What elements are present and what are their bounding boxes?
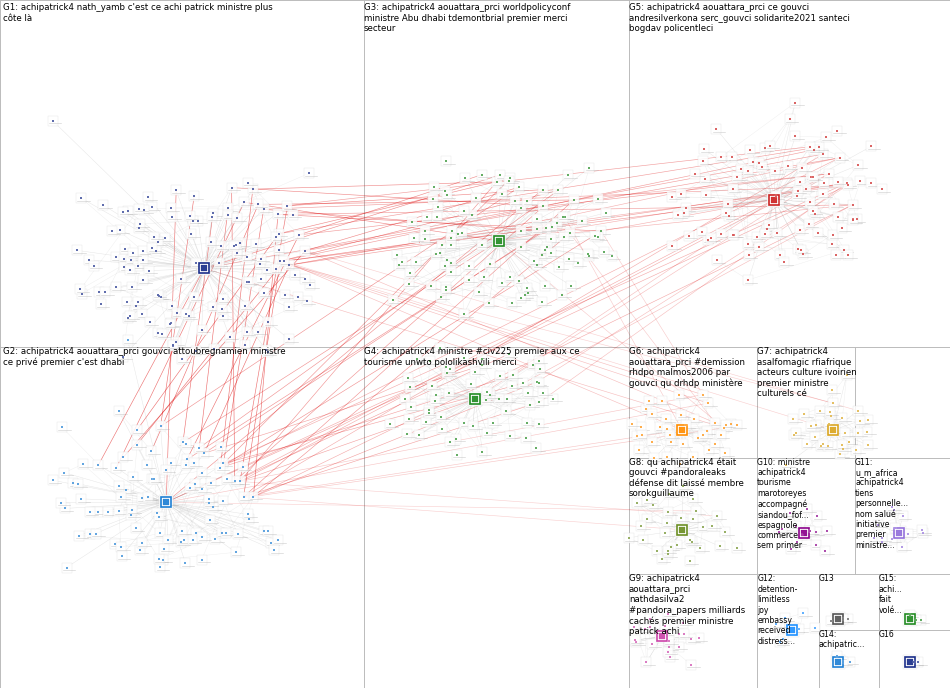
Text: G12:
detention-
limitless
joy
embassy
received
distress...: G12: detention- limitless joy embassy re… [757, 574, 798, 646]
Text: G2: achipatrick4 aouattara_prci gouvci attoubregnamien ministre
ce privé premier: G2: achipatrick4 aouattara_prci gouvci a… [3, 347, 286, 367]
Text: G14:
achipatric...: G14: achipatric... [819, 630, 865, 649]
Text: G6: achipatrick4
aouattara_prci #demission
rhdpo malmos2006 par
gouvci qu drhdp : G6: achipatrick4 aouattara_prci #demissi… [629, 347, 745, 388]
Text: G16: G16 [879, 630, 895, 638]
Text: G3: achipatrick4 aouattara_prci worldpolicyconf
ministre Abu dhabi tdemontbrial : G3: achipatrick4 aouattara_prci worldpol… [364, 3, 570, 33]
Text: G4: achipatrick4 ministre #civ225 premier aux ce
tourisme unwto pololikashvili m: G4: achipatrick4 ministre #civ225 premie… [364, 347, 580, 367]
Text: G8: qu achipatrick4 était
gouvci #pandoraleaks
défense dit laissé membre
sorokgu: G8: qu achipatrick4 était gouvci #pandor… [629, 458, 744, 498]
Text: G1: achipatrick4 nath_yamb c'est ce achi patrick ministre plus
côte là: G1: achipatrick4 nath_yamb c'est ce achi… [3, 3, 273, 23]
Text: G5: achipatrick4 aouattara_prci ce gouvci
andresilverkona serc_gouvci solidarite: G5: achipatrick4 aouattara_prci ce gouvc… [629, 3, 849, 33]
Text: G13: G13 [819, 574, 835, 583]
Text: G10: ministre
achipatrick4
tourisme
marotoreyes
accompagné
siandou_fof...
espagn: G10: ministre achipatrick4 tourisme maro… [757, 458, 810, 550]
Text: G7: achipatrick4
asalfomagic rfiafrique
acteurs culture ivoirien
premier ministr: G7: achipatrick4 asalfomagic rfiafrique … [757, 347, 857, 398]
Text: G15:
achi...
fait
volé...: G15: achi... fait volé... [879, 574, 902, 614]
Text: G11:
u_m_africa
achipatrick4
tiens
personnelle...
nom salué
initiative
premier
m: G11: u_m_africa achipatrick4 tiens perso… [855, 458, 908, 550]
Text: G9: achipatrick4
aouattara_prci
nathdasilva2
#pandora_papers milliards
cachés pr: G9: achipatrick4 aouattara_prci nathdasi… [629, 574, 745, 636]
